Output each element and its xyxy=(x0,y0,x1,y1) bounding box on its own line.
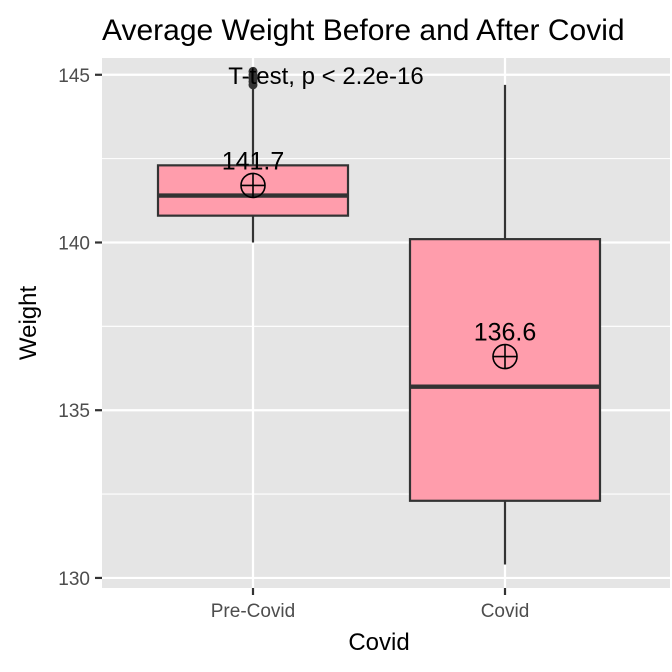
mean-label: 136.6 xyxy=(474,319,537,347)
y-tick-label: 140 xyxy=(58,233,90,254)
y-axis-title: Weight xyxy=(15,286,42,361)
y-tick-label: 130 xyxy=(58,569,90,590)
x-tick-label: Pre-Covid xyxy=(211,601,295,622)
outlier-point xyxy=(248,66,258,76)
x-axis-title: Covid xyxy=(348,629,409,656)
chart-title: Average Weight Before and After Covid xyxy=(102,14,625,47)
mean-label: 141.7 xyxy=(222,147,285,175)
box-iqr xyxy=(408,238,602,502)
axes: 130 135 140 145 Pre-Covid Covid xyxy=(58,66,529,622)
x-tick-label: Covid xyxy=(481,601,530,622)
box-covid: 136.6 xyxy=(408,84,602,565)
y-tick-label: 135 xyxy=(58,401,90,422)
boxes: 141.7 136.6 xyxy=(156,66,602,565)
y-tick-label: 145 xyxy=(58,66,90,87)
box-pre-covid: 141.7 xyxy=(156,66,350,243)
p-value-annotation: T-test, p < 2.2e-16 xyxy=(228,63,423,90)
